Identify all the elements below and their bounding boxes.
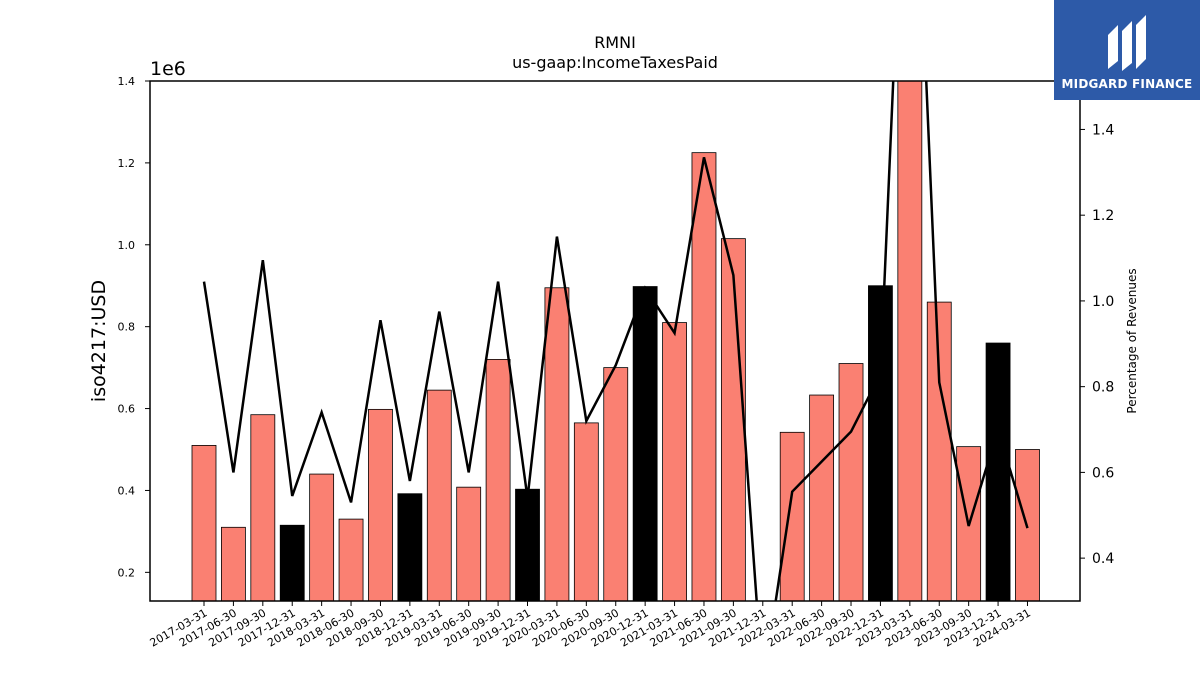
bar (338, 518, 364, 601)
y-offset-label: 1e6 (150, 58, 186, 80)
bar (838, 363, 864, 601)
bar (250, 414, 276, 601)
y-tick-label: 1.0 (118, 239, 136, 252)
y2-tick-label: 1.0 (1092, 294, 1114, 310)
logo-text: MIDGARD FINANCE (1061, 77, 1193, 91)
bar (720, 238, 746, 601)
y2-axis-ticks: 0.4 0.6 0.8 1.0 1.2 1.4 (1080, 122, 1114, 567)
bar (897, 81, 923, 601)
y-tick-label: 1.4 (118, 75, 136, 88)
bar (779, 431, 805, 601)
bar (515, 488, 540, 601)
bar (809, 394, 835, 601)
y-tick-label: 0.8 (118, 321, 136, 334)
y-tick-label: 0.4 (118, 484, 136, 497)
bar (221, 526, 246, 601)
bar (603, 367, 629, 601)
bar (191, 445, 217, 601)
midgard-logo-icon (1108, 15, 1146, 71)
y-tick-label: 1.2 (118, 157, 136, 170)
x-axis-ticks: 2017-03-312017-06-302017-09-302017-12-31… (148, 601, 1033, 650)
bar (485, 359, 511, 601)
y2-tick-label: 0.4 (1092, 551, 1114, 567)
bar (868, 285, 893, 601)
line-series (202, 81, 1029, 601)
chart-title: RMNI (594, 33, 636, 52)
line-path (202, 81, 1029, 601)
y2-axis-label: Percentage of Revenues (1125, 268, 1139, 413)
bar-series (191, 81, 1040, 601)
bar (544, 287, 570, 601)
bar (309, 473, 335, 601)
bar (662, 322, 687, 601)
bar (397, 493, 423, 601)
plot-frame (149, 80, 1081, 602)
midgard-finance-logo: MIDGARD FINANCE (1054, 0, 1200, 100)
bar (691, 152, 717, 601)
bar (426, 389, 452, 601)
bar (573, 422, 599, 601)
chart-subtitle: us-gaap:IncomeTaxesPaid (512, 53, 718, 72)
bar (985, 342, 1011, 601)
y-axis-label: iso4217:USD (88, 280, 110, 402)
bar (926, 301, 952, 601)
y2-tick-label: 0.8 (1092, 380, 1114, 396)
bar (456, 486, 482, 601)
y-tick-label: 0.2 (118, 566, 136, 579)
y-tick-label: 0.6 (118, 403, 136, 416)
y2-tick-label: 0.6 (1092, 465, 1114, 481)
y-axis-ticks: 0.2 0.4 0.6 0.8 1.0 1.2 1.4 (118, 75, 150, 579)
y2-tick-label: 1.2 (1092, 208, 1114, 224)
y2-tick-label: 1.4 (1092, 122, 1114, 138)
bar (279, 524, 305, 601)
bar (368, 408, 393, 601)
bar (632, 286, 658, 601)
